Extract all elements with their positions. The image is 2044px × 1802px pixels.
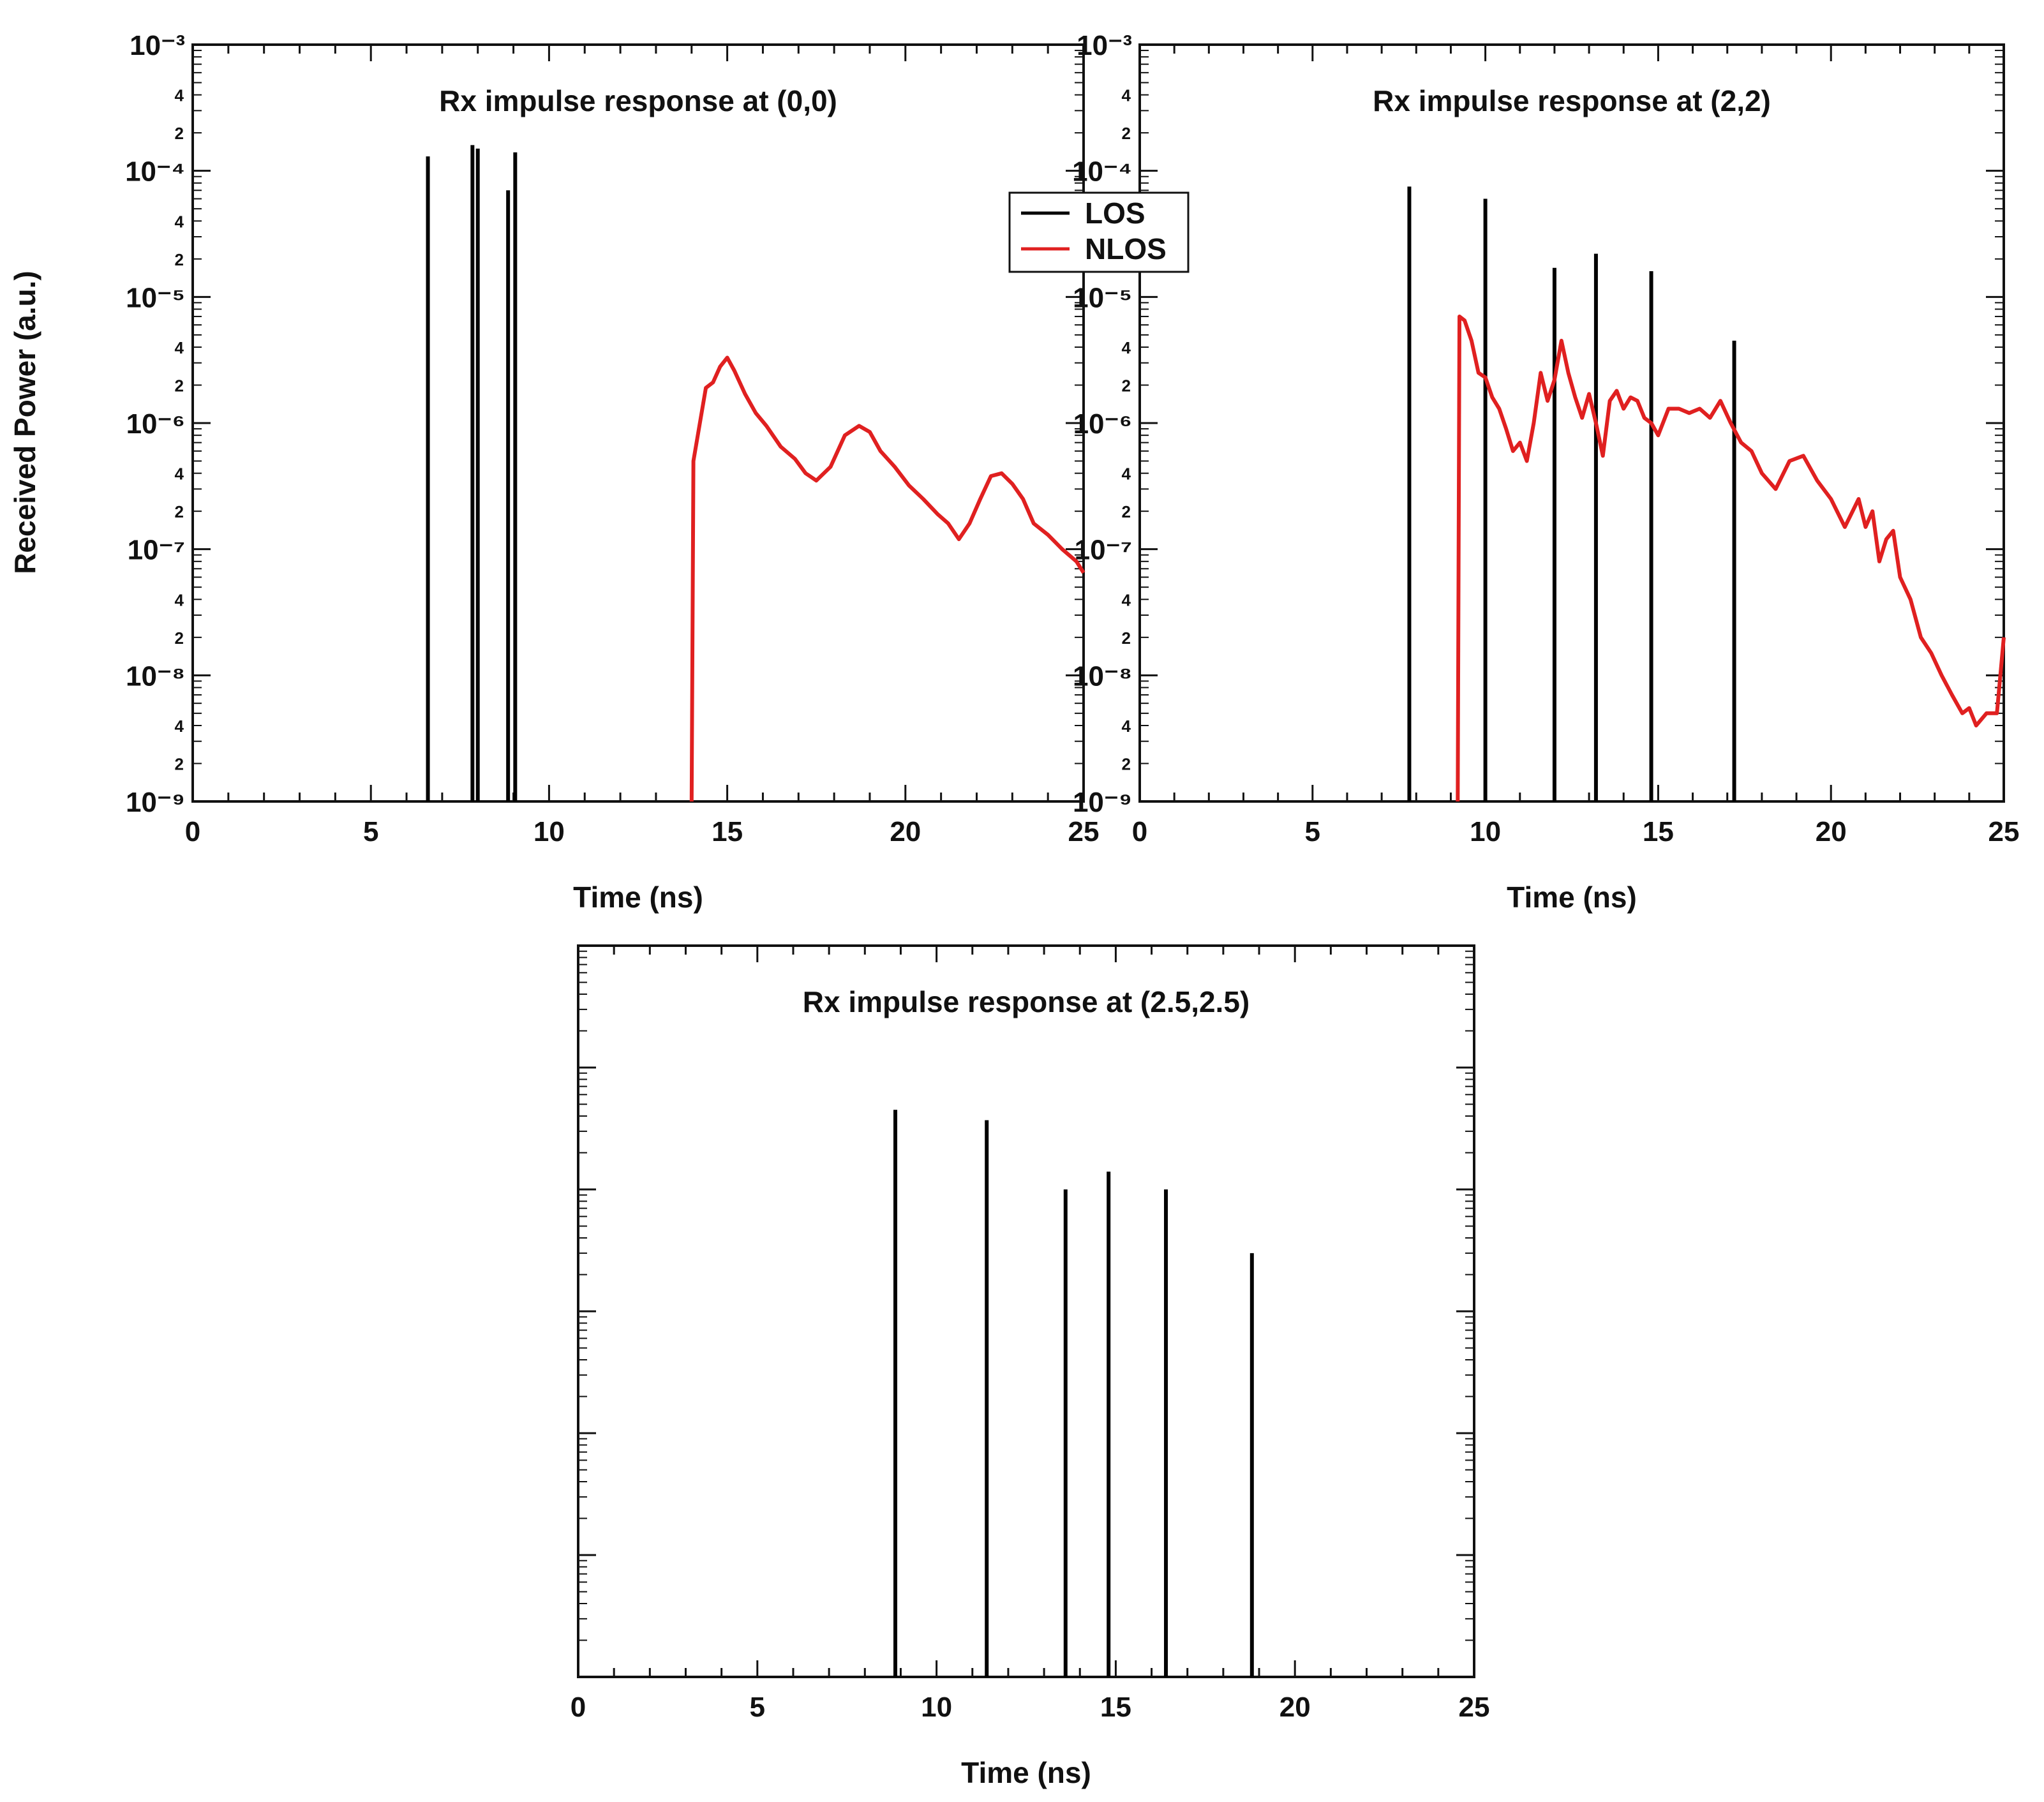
y-minor-tick-label: 2 <box>1122 376 1131 395</box>
x-tick-label: 15 <box>1100 1692 1131 1723</box>
y-minor-tick-label: 2 <box>1122 502 1131 521</box>
y-minor-tick-label: 2 <box>175 629 184 648</box>
x-tick-label: 25 <box>1988 816 2020 847</box>
plot-frame <box>577 944 1475 1678</box>
chart-title: Rx impulse response at (0,0) <box>439 84 837 117</box>
y-tick-label: 10⁻⁹ <box>126 787 185 818</box>
y-tick-label: 10⁻⁸ <box>126 660 185 692</box>
y-minor-tick-label: 2 <box>175 754 184 773</box>
y-tick-label: 10⁻⁹ <box>1073 787 1132 818</box>
y-tick-label: 10⁻⁶ <box>126 408 185 440</box>
x-tick-label: 5 <box>750 1692 765 1723</box>
plot-frame <box>191 43 1085 803</box>
y-minor-tick-label: 4 <box>1122 338 1131 357</box>
nlos-response-line <box>689 355 1085 802</box>
y-minor-tick-label: 4 <box>175 465 184 484</box>
chart-title: Rx impulse response at (2.5,2.5) <box>803 985 1250 1018</box>
y-tick-label: 10⁻⁵ <box>1073 282 1132 313</box>
legend: LOS NLOS <box>1008 191 1190 273</box>
x-tick-label: 0 <box>1132 816 1147 847</box>
y-tick-label: 10⁻³ <box>1077 30 1132 61</box>
chart-panel-2: 0 5 10 15 20 25 Rx impulse response at (2.5,2.… <box>571 944 1490 1789</box>
x-tick-label: 10 <box>533 816 565 847</box>
y-minor-tick-label: 4 <box>175 86 184 105</box>
y-minor-tick-label: 2 <box>175 250 184 269</box>
y-minor-tick-label: 2 <box>1122 754 1131 773</box>
chart-panel-0: 0 5 10 15 20 25 10⁻⁹ 2 4 10⁻⁸ 2 4 10⁻⁷ 2 4 10⁻⁶ 2 4 10⁻⁵ 2 4… <box>125 30 1099 914</box>
y-minor-tick-label: 4 <box>1122 717 1131 736</box>
y-minor-tick-label: 4 <box>1122 465 1131 484</box>
y-minor-tick-label: 4 <box>1122 86 1131 105</box>
x-tick-label: 15 <box>712 816 743 847</box>
x-tick-label: 25 <box>1068 816 1100 847</box>
y-minor-tick-label: 2 <box>1122 629 1131 648</box>
chart-title: Rx impulse response at (2,2) <box>1373 84 1771 117</box>
x-axis-label: Time (ns) <box>961 1756 1091 1789</box>
y-minor-tick-label: 4 <box>175 590 184 609</box>
nlos-response-line <box>1456 315 2006 802</box>
x-tick-label: 20 <box>1816 816 1847 847</box>
y-tick-label: 10⁻⁴ <box>1072 156 1132 188</box>
x-axis-label: Time (ns) <box>1507 881 1637 914</box>
y-minor-tick-label: 2 <box>175 376 184 395</box>
x-tick-label: 25 <box>1459 1692 1490 1723</box>
plot-frame <box>1138 43 2005 803</box>
y-tick-label: 10⁻⁸ <box>1073 660 1132 692</box>
chart-panel-1: 0 5 10 15 20 25 10⁻⁹ 2 4 10⁻⁸ 2 4 10⁻⁷ 2 4 10⁻⁶ 2 4 10⁻⁵ 2 4… <box>1072 30 2019 914</box>
y-axis-label: Received Power (a.u.) <box>8 271 41 574</box>
y-minor-tick-label: 2 <box>175 502 184 521</box>
x-tick-label: 0 <box>185 816 200 847</box>
y-tick-label: 10⁻⁴ <box>125 156 185 188</box>
legend-label-nlos: NLOS <box>1085 232 1167 265</box>
x-tick-label: 0 <box>571 1692 586 1723</box>
y-minor-tick-label: 2 <box>175 124 184 143</box>
x-tick-label: 10 <box>1470 816 1501 847</box>
y-minor-tick-label: 4 <box>175 212 184 231</box>
y-minor-tick-label: 4 <box>175 717 184 736</box>
y-minor-tick-label: 2 <box>1122 124 1131 143</box>
legend-label-los: LOS <box>1085 197 1145 230</box>
x-tick-label: 15 <box>1643 816 1674 847</box>
x-tick-label: 20 <box>1279 1692 1311 1723</box>
x-axis-label: Time (ns) <box>573 881 703 914</box>
y-minor-tick-label: 4 <box>175 338 184 357</box>
x-tick-label: 10 <box>921 1692 952 1723</box>
legend-box <box>1008 191 1190 273</box>
y-tick-label: 10⁻³ <box>130 30 185 61</box>
y-tick-label: 10⁻⁵ <box>126 282 185 313</box>
x-tick-label: 20 <box>890 816 921 847</box>
y-tick-label: 10⁻⁷ <box>128 535 185 566</box>
y-tick-label: 10⁻⁶ <box>1073 408 1132 440</box>
y-tick-label: 10⁻⁷ <box>1075 535 1132 566</box>
y-minor-tick-label: 4 <box>1122 590 1131 609</box>
x-tick-label: 5 <box>1305 816 1320 847</box>
x-tick-label: 5 <box>363 816 378 847</box>
